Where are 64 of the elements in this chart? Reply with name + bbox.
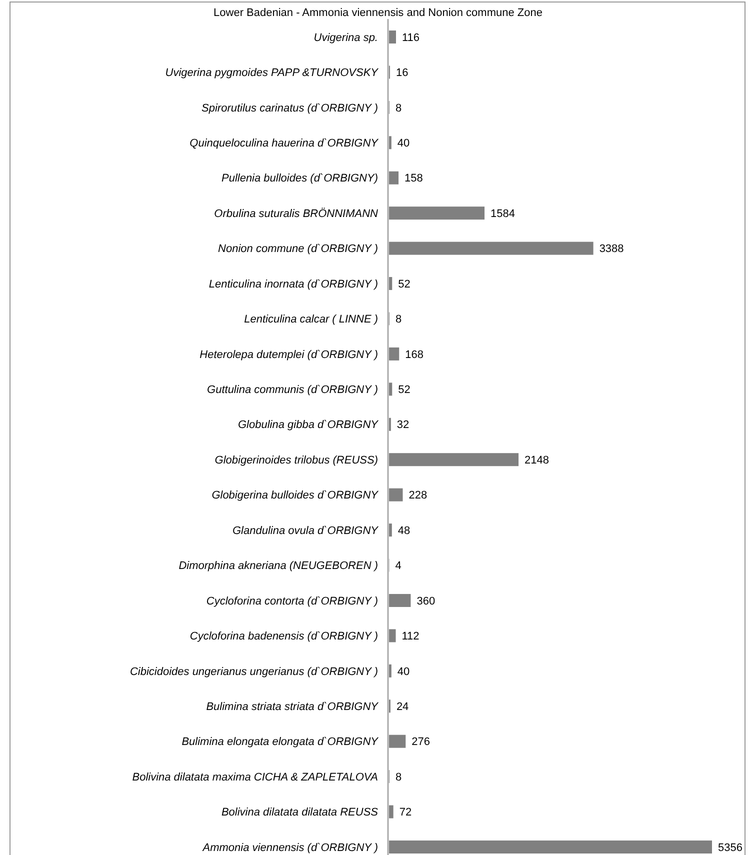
bar — [389, 840, 712, 854]
y-tick-label: Cycloforina badenensis (d`ORBIGNY ) — [190, 630, 378, 643]
y-tick-label: Globigerinoides trilobus (REUSS) — [214, 454, 378, 466]
data-label: 4 — [395, 560, 402, 572]
y-tick-label: Glandulina ovula d`ORBIGNY — [232, 524, 379, 537]
y-tick-label: Cibicidoides ungerianus ungerianus (d`ORBIGNY ) — [130, 666, 378, 678]
y-tick-label: Spirorutilus carinatus (d`ORBIGNY ) — [202, 102, 378, 114]
data-label: 24 — [396, 700, 409, 713]
y-tick-label: Ammonia viennensis (d`ORBIGNY ) — [202, 842, 378, 854]
data-label: 8 — [395, 102, 402, 114]
data-label: 2148 — [524, 454, 550, 466]
bar — [389, 30, 396, 44]
bar — [389, 347, 400, 360]
y-tick-label: Globulina gibba d`ORBIGNY — [238, 419, 379, 432]
data-label: 158 — [404, 172, 423, 185]
bar — [389, 277, 392, 290]
y-tick-label: Dimorphina akneriana (NEUGEBOREN ) — [178, 560, 378, 572]
bar — [389, 171, 399, 184]
data-label: 360 — [416, 595, 436, 608]
data-label: 8 — [395, 314, 402, 326]
y-tick-label: Bolivina dilatata maxima CICHA & ZAPLETALOVA — [132, 771, 378, 784]
bar — [389, 242, 594, 255]
y-tick-label: Orbulina suturalis BRÖNNIMANN — [214, 206, 378, 220]
bar — [389, 453, 519, 466]
y-tick-label: Lenticulina inornata (d`ORBIGNY ) — [208, 278, 378, 290]
bar — [389, 488, 403, 502]
data-label: 5356 — [718, 842, 742, 854]
bar — [389, 594, 411, 607]
data-label: 112 — [402, 630, 420, 643]
data-label: 40 — [397, 666, 410, 678]
bar — [389, 382, 392, 396]
chart-title: Lower Badenian - Ammonia viennensis and Nonion commune Zone — [214, 7, 542, 19]
data-label: 276 — [412, 736, 430, 748]
y-tick-label: Uvigerina pygmoides PAPP &TURNOVSKY — [165, 67, 379, 80]
bar — [389, 734, 406, 748]
data-label: 72 — [399, 806, 412, 819]
bar — [389, 524, 392, 537]
y-tick-label: Bolivina dilatata dilatata REUSS — [221, 806, 379, 819]
y-tick-label: Bulimina elongata elongata d`ORBIGNY — [182, 736, 379, 748]
data-label: 52 — [398, 384, 410, 396]
data-label: 16 — [396, 67, 408, 80]
data-label: 228 — [408, 490, 428, 502]
data-label: 3388 — [599, 243, 624, 256]
bar — [389, 206, 485, 220]
y-tick-label: Guttulina communis (d`ORBIGNY ) — [207, 384, 378, 396]
y-tick-label: Pullenia bulloides (d`ORBIGNY) — [221, 172, 378, 185]
data-label: 116 — [402, 32, 420, 44]
y-tick-label: Heterolepa dutemplei (d`ORBIGNY ) — [200, 348, 378, 361]
y-tick-label: Globigerina bulloides d`ORBIGNY — [212, 490, 379, 502]
data-label: 1584 — [490, 208, 516, 220]
data-label: 32 — [396, 419, 410, 432]
data-label: 168 — [405, 348, 424, 361]
y-tick-label: Quinqueloculina hauerina d`ORBIGNY — [190, 138, 379, 150]
y-tick-label: Nonion commune (d`ORBIGNY ) — [218, 243, 378, 256]
y-tick-label: Bulimina striata striata d`ORBIGNY — [206, 700, 379, 713]
data-label: 8 — [395, 771, 402, 784]
y-tick-label: Uvigerina sp. — [314, 32, 378, 44]
data-label: 52 — [398, 278, 410, 290]
data-label: 48 — [398, 524, 410, 537]
bar — [389, 805, 394, 818]
bar — [389, 629, 396, 642]
y-tick-label: Lenticulina calcar ( LINNE ) — [244, 314, 378, 326]
data-label: 40 — [397, 138, 410, 150]
y-tick-label: Cycloforina contorta (d`ORBIGNY ) — [206, 595, 378, 608]
